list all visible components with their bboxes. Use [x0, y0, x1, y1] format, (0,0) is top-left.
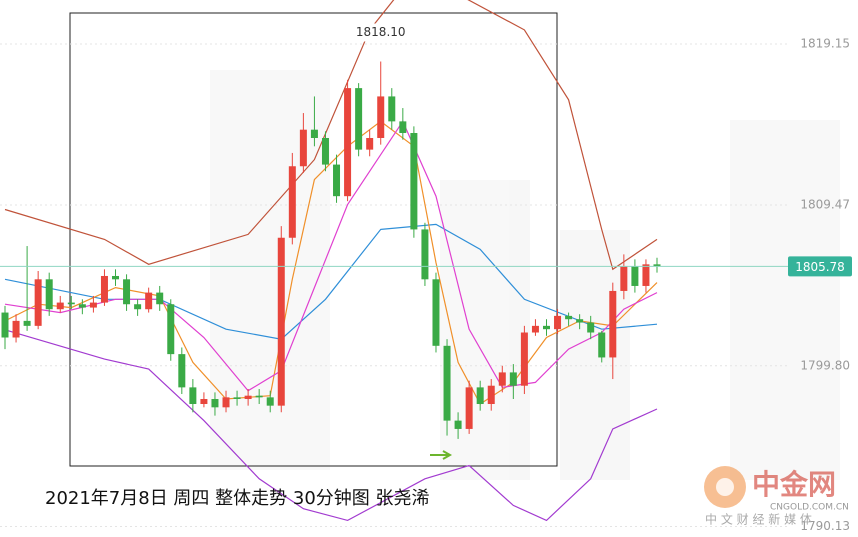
candle-body	[299, 129, 307, 167]
logo-name: 中金网	[752, 468, 836, 501]
y-tick-label: 1790.13	[800, 519, 850, 533]
candle-body	[178, 354, 186, 388]
candle-body	[609, 290, 617, 358]
indicator-line	[4, 0, 658, 271]
candle-body	[399, 121, 407, 134]
candle-body	[509, 372, 517, 386]
candle-body	[620, 266, 628, 291]
candle-body	[222, 397, 230, 408]
candle-body	[388, 96, 396, 122]
candle-body	[89, 302, 97, 308]
logo-domain: CNGOLD.COM.CN	[770, 503, 849, 513]
logo-icon-inner	[716, 478, 734, 496]
candle-body	[321, 137, 329, 165]
candle-body	[432, 279, 440, 346]
candle-body	[565, 315, 573, 320]
candle-body	[454, 420, 462, 429]
candle-body	[653, 264, 661, 267]
candle-body	[211, 399, 219, 408]
max-label: 1818.10	[356, 25, 406, 39]
candle-body	[642, 264, 650, 286]
candle-body	[310, 129, 318, 138]
y-tick-label: 1809.47	[800, 197, 850, 211]
y-tick-label: 1799.80	[800, 358, 850, 372]
candle-body	[554, 315, 562, 330]
candle-body	[333, 164, 341, 197]
candle-body	[200, 399, 208, 404]
last-price-box	[788, 256, 852, 277]
logo-slogan: 中 文 财 经 新 媒 体	[705, 512, 812, 527]
candle-body	[156, 292, 164, 305]
candle-body	[410, 133, 418, 230]
max-label-bg	[354, 23, 407, 42]
candle-body	[23, 320, 31, 326]
candle-body	[576, 319, 584, 323]
candle-body	[520, 332, 528, 386]
candle-body	[100, 275, 108, 303]
candle-body	[244, 395, 252, 400]
candle-body	[487, 385, 495, 404]
candle-body	[78, 304, 86, 308]
background-buildings	[210, 70, 840, 480]
candle-body	[531, 325, 539, 333]
arrow	[430, 450, 453, 460]
candle-body	[123, 279, 131, 305]
candle-body	[1, 312, 9, 338]
candle-body	[631, 266, 639, 286]
candle-body	[465, 387, 473, 429]
candle-body	[498, 372, 506, 386]
candle-body	[366, 137, 374, 150]
indicator-line	[4, 120, 658, 392]
y-tick-label: 1819.15	[800, 37, 850, 51]
highlight-box	[69, 12, 558, 467]
candle-body	[12, 320, 20, 338]
candle-body	[34, 279, 42, 326]
candle-body	[134, 304, 142, 310]
candle-body	[598, 332, 606, 358]
candle-body	[112, 275, 120, 280]
candle-body	[476, 387, 484, 404]
candle-body	[67, 302, 75, 305]
indicator-line	[4, 329, 658, 522]
caption: 2021年7月8日 周四 整体走势 30分钟图 张尧浠	[45, 488, 430, 509]
candle-body	[421, 229, 429, 280]
candle-body	[167, 304, 175, 355]
candle-body	[288, 166, 296, 238]
candle-body	[189, 387, 197, 404]
candle-body	[266, 397, 274, 406]
candle-body	[145, 292, 153, 310]
candle-body	[45, 279, 53, 310]
candle-body	[255, 395, 263, 398]
candle-body	[233, 397, 241, 400]
candle-body	[443, 345, 451, 421]
candle-body	[56, 302, 64, 310]
candle-body	[587, 322, 595, 333]
candle-body	[344, 88, 352, 197]
candle-body	[542, 325, 550, 330]
candle-body	[355, 88, 363, 150]
last-price-label: 1805.78	[795, 260, 845, 274]
candle-body	[377, 96, 385, 138]
candle-body	[277, 237, 285, 406]
